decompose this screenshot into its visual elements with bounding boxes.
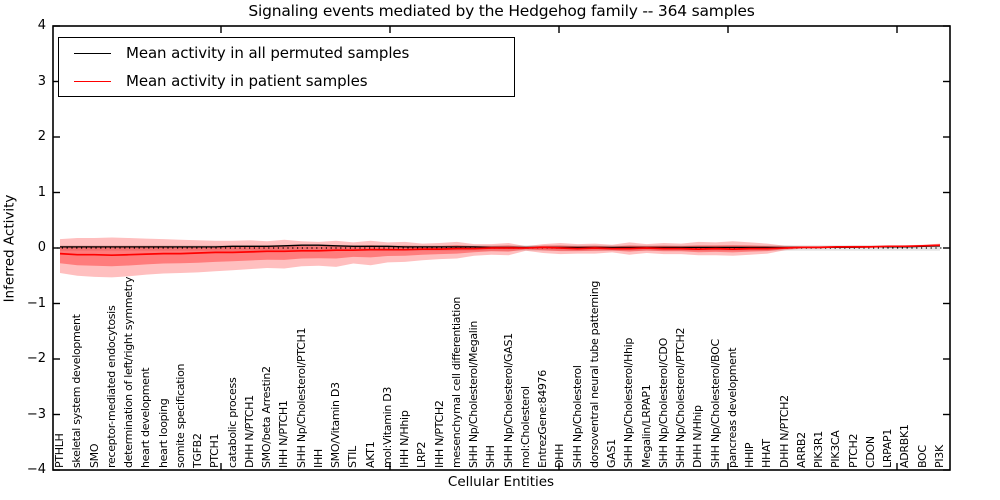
y-tick-label: −3	[26, 406, 46, 422]
x-category-label: IHH N/PTCH2	[432, 400, 446, 468]
patient-mean-line	[59, 244, 941, 257]
x-category-label: heart development	[139, 367, 153, 468]
x-category-label: ADRBK1	[898, 424, 912, 468]
x-category-label: STIL	[346, 446, 360, 468]
x-axis-label: Cellular Entities	[447, 474, 555, 490]
x-category-label: skeletal system development	[70, 314, 84, 468]
x-category-label: DHH N/Hhip	[691, 405, 705, 468]
x-category-label: IHH N/Hhip	[398, 410, 412, 468]
x-category-label: Megalin/LRPAP1	[639, 384, 653, 468]
x-category-label: SMO/beta Arrestin2	[260, 366, 274, 468]
x-category-label: HHIP	[743, 442, 757, 468]
x-category-label: pancreas development	[725, 347, 739, 468]
x-category-label: SHH Np/Cholesterol/PTCH2	[674, 327, 688, 468]
x-category-label: HHAT	[760, 439, 774, 468]
x-category-label: SHH Np/Cholesterol/Hhip	[622, 337, 636, 468]
x-category-label: IHH	[311, 449, 325, 468]
legend-line-sample-patient	[74, 80, 111, 82]
x-category-label: DHH N/PTCH1	[242, 395, 256, 468]
x-category-label: PTCH1	[208, 433, 222, 468]
x-category-label: SHH Np/Cholesterol/CDO	[656, 338, 670, 468]
chart-title: Signaling events mediated by the Hedgeho…	[248, 2, 755, 20]
x-category-label: PIK3CA	[829, 430, 843, 469]
x-category-label: dorsoventral neural tube patterning	[587, 280, 601, 468]
x-category-label: SHH Np/Cholesterol/GAS1	[501, 333, 515, 468]
y-tick-label: 4	[37, 18, 46, 33]
y-tick-label: −4	[26, 462, 46, 477]
y-tick-label: −1	[26, 295, 46, 311]
y-tick-label: 1	[37, 184, 46, 200]
x-category-label: receptor-mediated endocytosis	[104, 305, 118, 468]
x-category-label: PTCH2	[846, 433, 860, 468]
x-category-label: PTHLH	[53, 433, 66, 468]
x-category-label: SMO	[87, 443, 101, 468]
legend-item-permuted: Mean activity in all permuted samples	[59, 40, 514, 66]
x-category-label: SHH	[484, 445, 498, 468]
y-tick-label: 0	[37, 240, 46, 255]
x-category-label: TGFB2	[191, 433, 205, 468]
x-category-label: DHH N/PTCH2	[777, 395, 791, 468]
x-category-label: somite specification	[173, 363, 187, 468]
x-category-label: heart looping	[156, 398, 170, 468]
x-category-label: DHH	[553, 443, 567, 468]
x-category-label: determination of left/right symmetry	[122, 276, 136, 468]
legend: Mean activity in all permuted samples Me…	[58, 37, 515, 97]
x-category-label: CDON	[863, 436, 877, 468]
y-tick-label: 2	[37, 129, 46, 144]
y-tick-label: 3	[37, 73, 46, 89]
x-category-label: AKT1	[363, 441, 377, 468]
legend-label-patient: Mean activity in patient samples	[126, 72, 368, 90]
x-category-label: PIK3R1	[812, 431, 826, 468]
x-category-label: mol:Cholesterol	[518, 386, 532, 468]
x-category-label: mesenchymal cell differentiation	[449, 296, 463, 468]
x-category-label: BOC	[915, 445, 929, 468]
x-category-label: SHH Np/Cholesterol/Megalin	[467, 321, 481, 468]
x-category-label: LRPAP1	[881, 428, 895, 468]
legend-line-sample-permuted	[74, 52, 111, 54]
x-category-label: catabolic process	[225, 377, 239, 468]
x-category-label: ARRB2	[794, 432, 808, 468]
x-category-label: PI3K	[933, 445, 946, 468]
x-category-label: SHH Np/Cholesterol/PTCH1	[294, 327, 308, 468]
x-category-label: GAS1	[605, 439, 619, 468]
x-category-label: SHH Np/Cholesterol/BOC	[708, 339, 722, 468]
patient-band-inner	[60, 244, 940, 267]
legend-label-permuted: Mean activity in all permuted samples	[126, 44, 410, 62]
legend-item-patient: Mean activity in patient samples	[59, 68, 514, 94]
x-category-label: SHH Np/Cholesterol	[570, 365, 584, 468]
x-category-label: mol:Vitamin D3	[380, 386, 394, 468]
x-category-label: IHH N/PTCH1	[277, 400, 291, 468]
x-category-label: LRP2	[415, 441, 429, 468]
y-tick-label: −2	[26, 351, 46, 366]
x-category-label: SMO/Vitamin D3	[329, 382, 343, 468]
x-category-label: EntrezGene:84976	[536, 370, 550, 468]
